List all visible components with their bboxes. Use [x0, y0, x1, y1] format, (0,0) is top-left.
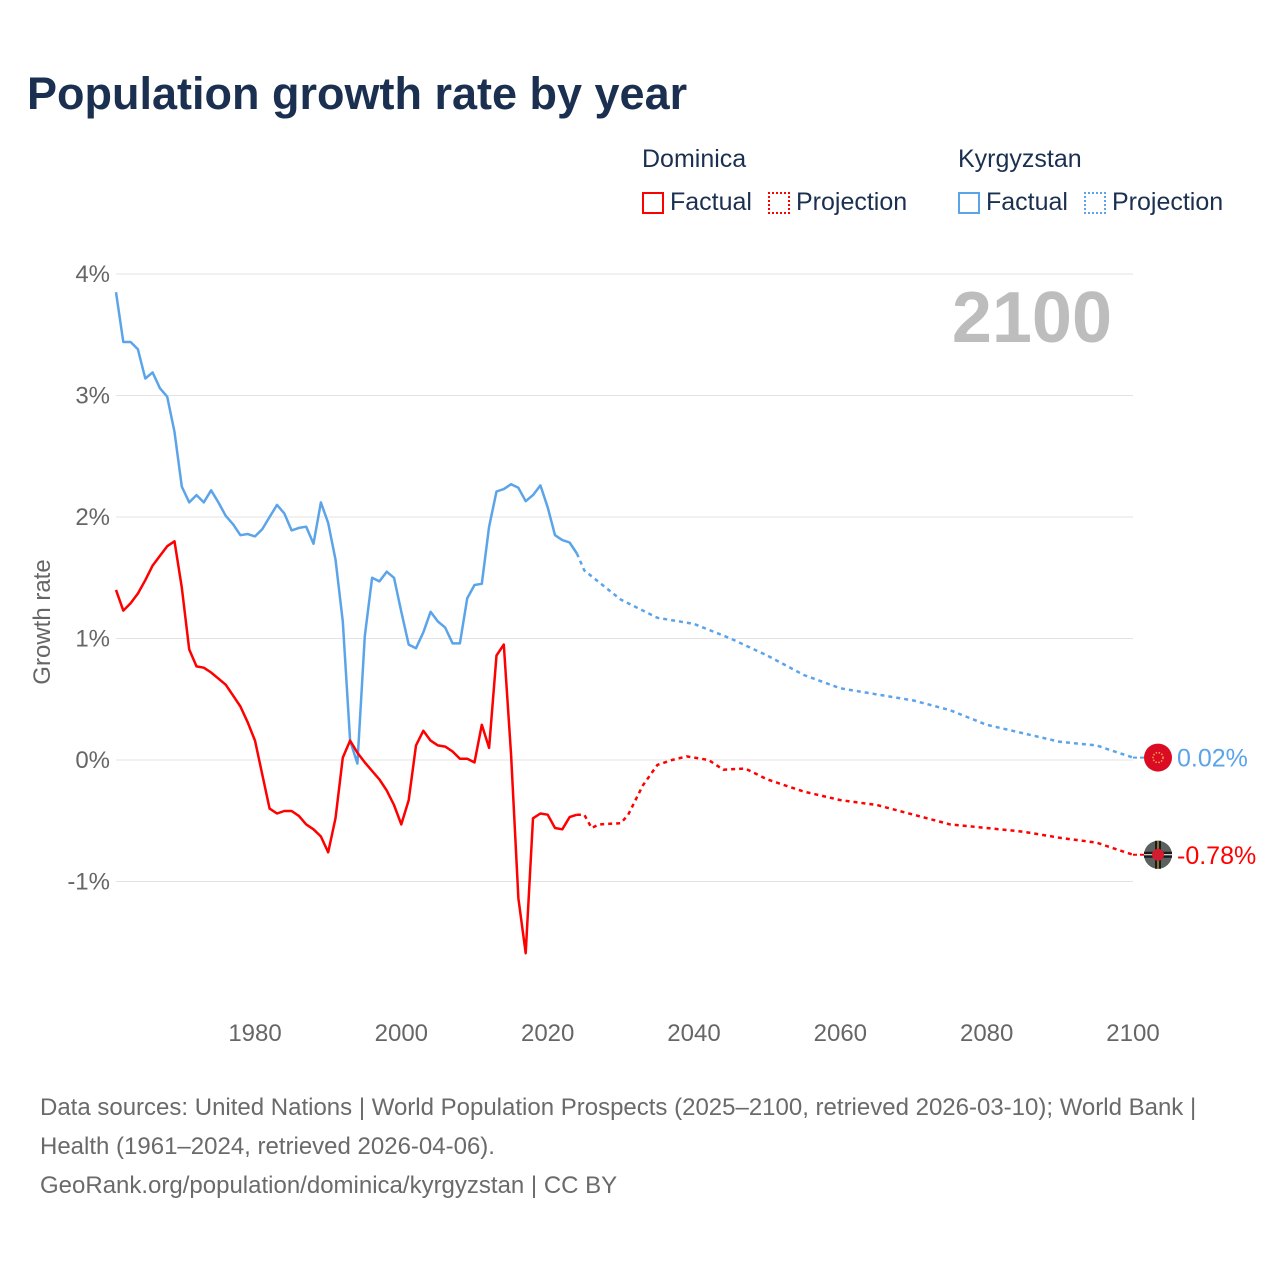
flag-disc	[1152, 848, 1164, 861]
kyrgyzstan-flag-icon	[1144, 743, 1172, 772]
legend-factual[interactable]: Factual	[958, 188, 1068, 217]
dominica-factual-line	[114, 540, 578, 955]
dominica-end-label: -0.78%	[1177, 842, 1256, 870]
legend-country: Kyrgyzstan	[958, 145, 1082, 173]
y-axis-label: Growth rate	[29, 559, 56, 684]
data-sources: Data sources: United Nations | World Pop…	[40, 1094, 1197, 1160]
legend-label: Factual	[670, 188, 752, 216]
projection-swatch	[1083, 191, 1106, 214]
footer: Data sources: United Nations | World Pop…	[40, 1088, 1240, 1205]
projection-swatch	[767, 191, 790, 214]
y-tick-label: 0%	[75, 747, 110, 774]
legend-label: Projection	[1111, 188, 1224, 216]
legend-country: Dominica	[642, 145, 747, 173]
x-tick-label: 2060	[814, 1020, 867, 1047]
legend-label: Projection	[795, 188, 908, 216]
kyrgyzstan-end-label: 0.02%	[1177, 745, 1248, 773]
line-chart: 4% 3% 2% 1% 0% -1% 1980 2000 2020 2040 2060 2080 210…	[29, 261, 1256, 1047]
x-tick-label: 2080	[960, 1020, 1013, 1047]
x-tick-label: 1980	[228, 1020, 281, 1047]
dominica-projection-line	[576, 755, 1134, 856]
y-tick-label: 2%	[75, 504, 110, 531]
x-tick-label: 2040	[667, 1020, 720, 1047]
legend-projection[interactable]: Projection	[1083, 188, 1224, 217]
credit-link[interactable]: GeoRank.org/population/dominica/kyrgyzst…	[40, 1172, 618, 1199]
x-tick-label: 2020	[521, 1020, 574, 1047]
year-label: 2100	[952, 278, 1112, 358]
factual-swatch	[642, 191, 664, 214]
y-tick-label: 4%	[75, 261, 110, 288]
sun-icon	[1152, 751, 1164, 764]
x-tick-label: 2000	[375, 1020, 428, 1047]
legend-dominica: Dominica Factual Projection	[642, 145, 907, 217]
legend-projection[interactable]: Projection	[767, 188, 908, 217]
y-tick-label: -1%	[67, 869, 110, 896]
y-tick-label: 1%	[75, 626, 110, 653]
factual-swatch	[958, 191, 980, 214]
y-tick-label: 3%	[75, 383, 110, 410]
legend-kyrgyzstan: Kyrgyzstan Factual Projection	[958, 145, 1223, 217]
legend-label: Factual	[986, 188, 1068, 216]
kyrgyzstan-projection-line	[575, 553, 1134, 759]
x-tick-label: 2100	[1106, 1020, 1159, 1047]
legend-factual[interactable]: Factual	[642, 188, 752, 217]
page-title: Population growth rate by year	[27, 68, 688, 119]
kyrgyzstan-factual-line	[114, 292, 578, 765]
